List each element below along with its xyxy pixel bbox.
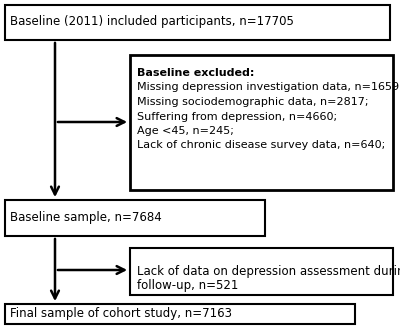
Text: Baseline (2011) included participants, n=17705: Baseline (2011) included participants, n… <box>10 15 294 29</box>
Text: Age <45, n=245;: Age <45, n=245; <box>137 126 234 136</box>
Text: Baseline excluded:: Baseline excluded: <box>137 68 254 78</box>
Text: Lack of data on depression assessment during: Lack of data on depression assessment du… <box>137 265 400 278</box>
Text: Final sample of cohort study, n=7163: Final sample of cohort study, n=7163 <box>10 308 232 320</box>
Bar <box>130 55 393 190</box>
Text: follow-up, n=521: follow-up, n=521 <box>137 279 238 293</box>
Bar <box>5 200 265 236</box>
Text: Suffering from depression, n=4660;: Suffering from depression, n=4660; <box>137 112 337 121</box>
Text: Lack of chronic disease survey data, n=640;: Lack of chronic disease survey data, n=6… <box>137 140 385 151</box>
Bar <box>5 5 390 40</box>
Text: Baseline sample, n=7684: Baseline sample, n=7684 <box>10 212 162 224</box>
Text: Missing depression investigation data, n=1659;: Missing depression investigation data, n… <box>137 83 400 92</box>
Text: Missing sociodemographic data, n=2817;: Missing sociodemographic data, n=2817; <box>137 97 368 107</box>
Bar <box>130 248 393 295</box>
Bar <box>5 304 355 324</box>
